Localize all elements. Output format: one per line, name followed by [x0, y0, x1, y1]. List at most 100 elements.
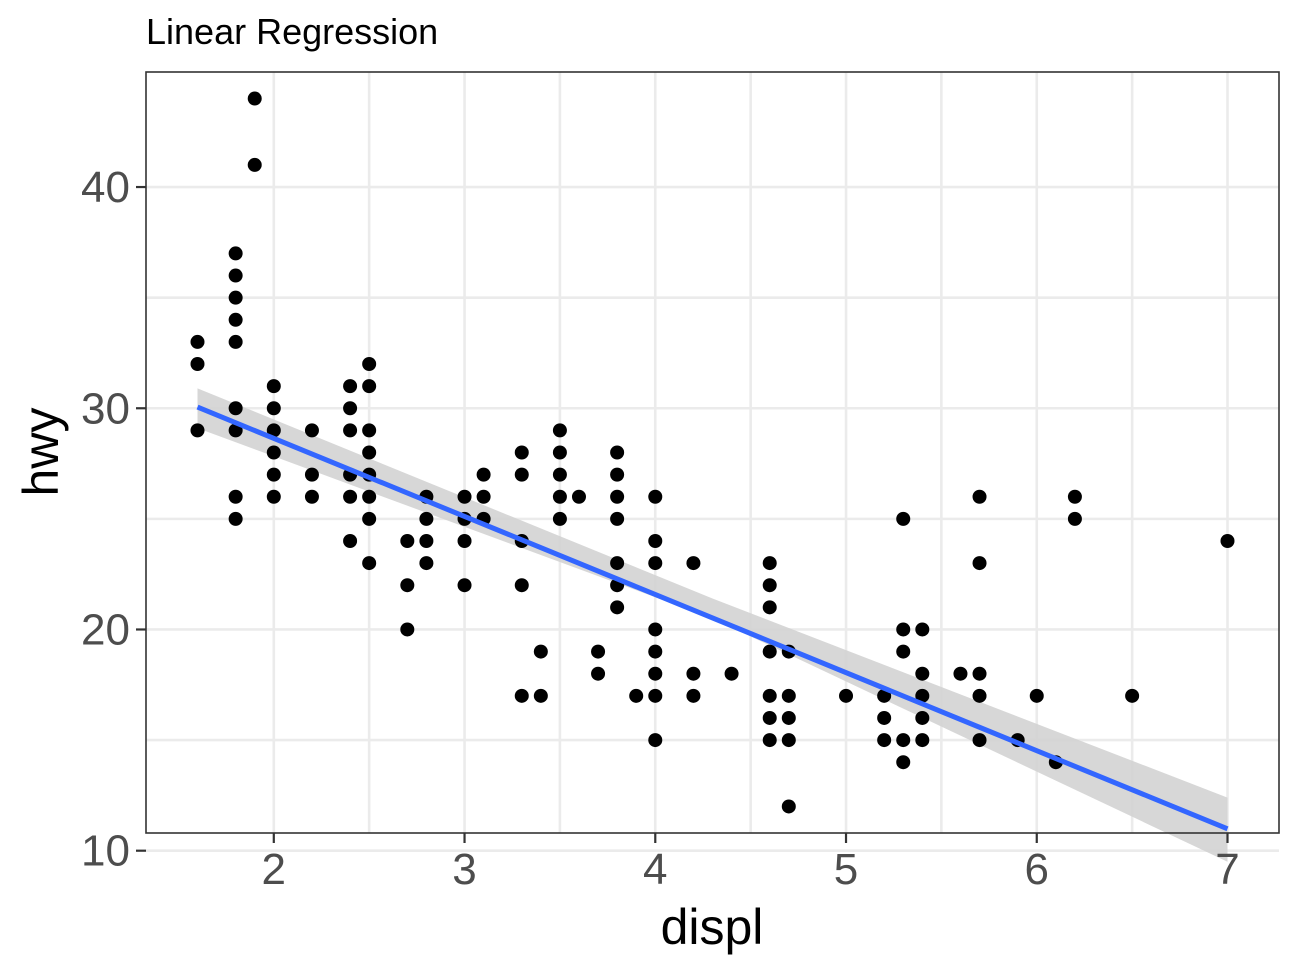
- data-point: [228, 401, 243, 416]
- data-point: [896, 644, 911, 659]
- data-point: [686, 556, 701, 571]
- data-point: [552, 423, 567, 438]
- data-point: [190, 357, 205, 372]
- data-point: [762, 578, 777, 593]
- data-point: [552, 467, 567, 482]
- x-axis: 2 3 4 5 6 7: [262, 833, 1240, 894]
- data-point: [648, 489, 663, 504]
- data-point: [571, 489, 586, 504]
- y-tick-label: 40: [81, 163, 130, 212]
- data-point: [610, 489, 625, 504]
- data-point: [228, 268, 243, 283]
- data-point: [228, 246, 243, 261]
- data-point: [533, 644, 548, 659]
- data-point: [552, 445, 567, 460]
- data-point: [724, 666, 739, 681]
- data-point: [343, 423, 358, 438]
- data-point: [648, 533, 663, 548]
- data-point: [362, 489, 377, 504]
- data-points: [190, 91, 1235, 814]
- data-point: [552, 489, 567, 504]
- data-point: [419, 533, 434, 548]
- data-point: [610, 600, 625, 615]
- x-tick-label: 7: [1215, 845, 1239, 894]
- data-point: [228, 312, 243, 327]
- data-point: [762, 733, 777, 748]
- data-point: [362, 423, 377, 438]
- data-point: [648, 644, 663, 659]
- data-point: [686, 666, 701, 681]
- data-point: [877, 733, 892, 748]
- data-point: [648, 622, 663, 637]
- confidence-band-layer: [197, 388, 1228, 862]
- x-tick-label: 2: [262, 845, 286, 894]
- y-axis: 10 20 30 40: [81, 163, 146, 876]
- data-point: [266, 445, 281, 460]
- data-point: [1220, 533, 1235, 548]
- data-point: [400, 622, 415, 637]
- data-point: [610, 445, 625, 460]
- data-point: [190, 423, 205, 438]
- x-tick-label: 5: [834, 845, 858, 894]
- data-point: [304, 467, 319, 482]
- data-point: [610, 511, 625, 526]
- data-point: [686, 688, 701, 703]
- data-point: [343, 401, 358, 416]
- x-tick-label: 6: [1025, 845, 1049, 894]
- data-point: [629, 688, 644, 703]
- data-point: [648, 733, 663, 748]
- y-tick-label: 20: [81, 605, 130, 654]
- data-point: [591, 644, 606, 659]
- data-point: [476, 467, 491, 482]
- data-point: [228, 423, 243, 438]
- y-axis-title: hwy: [13, 408, 69, 497]
- data-point: [915, 688, 930, 703]
- data-point: [400, 578, 415, 593]
- regression-line-layer: [196, 404, 1229, 832]
- data-point: [896, 733, 911, 748]
- data-point: [896, 755, 911, 770]
- data-point: [781, 733, 796, 748]
- data-point: [362, 357, 377, 372]
- confidence-band: [197, 388, 1228, 862]
- panel-border: [145, 71, 1280, 834]
- data-point: [781, 710, 796, 725]
- data-point: [1067, 511, 1082, 526]
- data-point: [190, 334, 205, 349]
- data-point: [533, 688, 548, 703]
- x-axis-title: displ: [661, 899, 764, 955]
- data-point: [362, 379, 377, 394]
- data-point: [343, 379, 358, 394]
- data-point: [762, 688, 777, 703]
- gridlines: [146, 72, 1279, 852]
- data-point: [915, 733, 930, 748]
- data-point: [304, 489, 319, 504]
- data-point: [362, 556, 377, 571]
- data-point: [228, 334, 243, 349]
- data-point: [896, 622, 911, 637]
- x-tick-label: 3: [452, 845, 476, 894]
- x-tick-label: 4: [643, 845, 667, 894]
- data-point: [610, 467, 625, 482]
- data-point: [552, 511, 567, 526]
- data-point: [839, 688, 854, 703]
- data-point: [457, 578, 472, 593]
- data-point: [915, 666, 930, 681]
- data-point: [762, 556, 777, 571]
- data-point: [781, 688, 796, 703]
- data-point: [343, 489, 358, 504]
- data-point: [972, 489, 987, 504]
- data-point: [419, 556, 434, 571]
- data-point: [762, 600, 777, 615]
- data-point: [514, 467, 529, 482]
- data-point: [400, 533, 415, 548]
- data-point: [762, 644, 777, 659]
- y-tick-label: 30: [81, 384, 130, 433]
- data-point: [972, 688, 987, 703]
- data-point: [228, 489, 243, 504]
- data-point: [247, 91, 262, 106]
- y-tick-label: 10: [81, 827, 130, 876]
- data-point: [972, 556, 987, 571]
- chart-title: Linear Regression: [146, 11, 438, 52]
- data-point: [457, 533, 472, 548]
